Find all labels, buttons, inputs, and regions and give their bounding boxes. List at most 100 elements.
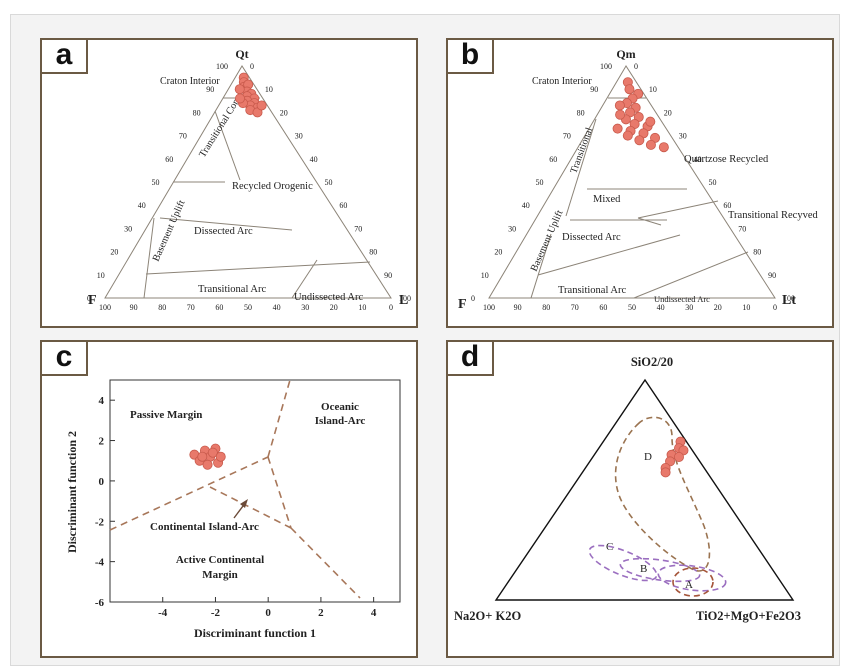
data-point [614, 100, 625, 111]
data-point [660, 467, 671, 478]
left-tick-label: 30 [508, 224, 516, 233]
panel-label-b: b [448, 40, 494, 74]
region-mixed: Mixed [593, 194, 621, 205]
ternary-diagram-d: SiO2/20 Na2O+ K2O TiO2+MgO+Fe2O3 C B A D [454, 355, 801, 623]
region-transitional-arc: Transitional Arc [558, 285, 626, 296]
region-quartzose-recycled: Quartzose Recycled [684, 154, 769, 165]
data-point [197, 451, 208, 462]
left-tick-label: 40 [522, 201, 530, 210]
arrow-icon [233, 499, 248, 519]
right-tick-label: 20 [280, 108, 288, 117]
data-point [624, 84, 635, 95]
left-tick-label: 50 [536, 178, 544, 187]
y-tick-label: -6 [95, 597, 105, 609]
region-passive-margin: Passive Margin [130, 409, 202, 421]
data-point [634, 135, 645, 146]
apex-qm: Qm [616, 47, 635, 61]
panel-b: Qm F Lt Craton Interior Transitional Bas… [446, 38, 834, 328]
bottom-tick-label: 20 [330, 303, 338, 312]
region-basement-uplift: Basement Uplift [151, 198, 188, 263]
data-point [234, 84, 245, 95]
bottom-tick-label: 10 [358, 303, 366, 312]
bottom-tick-label: 90 [130, 303, 138, 312]
data-points-c [189, 443, 226, 470]
bottom-tick-label: 40 [657, 303, 665, 312]
data-point [612, 123, 623, 134]
right-tick-label: 70 [738, 224, 746, 233]
bottom-tick-label: 20 [714, 303, 722, 312]
panel-c: Passive Margin Oceanic Island-Arc Contin… [40, 340, 418, 658]
bottom-tick-label: 50 [628, 303, 636, 312]
left-tick-label: 20 [494, 248, 502, 257]
region-craton-interior: Craton Interior [532, 76, 592, 87]
region-transitional-arc: Transitional Arc [198, 284, 266, 295]
region-transitional-recycled: Transitional Recyved [728, 210, 818, 221]
right-tick-label: 10 [649, 85, 657, 94]
apex-lt: Lt [782, 293, 796, 308]
bottom-tick-label: 40 [273, 303, 281, 312]
y-tick-label: -2 [95, 516, 105, 528]
right-tick-label: 100 [783, 294, 795, 303]
apex-l: L [399, 293, 408, 308]
region-recycled-orogenic: Recycled Orogenic [232, 181, 313, 192]
x-axis-label: Discriminant function 1 [194, 626, 316, 640]
field-label-d: D [644, 451, 652, 463]
left-tick-label: 0 [87, 294, 91, 303]
x-tick-label: -4 [158, 607, 168, 619]
ternary-diagram-a: Qt F L Craton Interior Transitional Cont… [87, 47, 411, 312]
bottom-tick-label: 60 [599, 303, 607, 312]
region-undissected-arc: Undissected Arc [654, 294, 710, 304]
left-tick-label: 90 [590, 85, 598, 94]
bottom-tick-label: 70 [571, 303, 579, 312]
apex-f: F [458, 297, 467, 312]
data-point [207, 447, 218, 458]
bottom-tick-label: 30 [685, 303, 693, 312]
panel-a: Qt F L Craton Interior Transitional Cont… [40, 38, 418, 328]
data-point [658, 142, 669, 153]
region-continental-island-arc: Continental Island-Arc [150, 521, 259, 533]
y-axis-label: Discriminant function 2 [65, 431, 79, 553]
tick-labels-c: -4 -2 0 2 4 4 2 0 -2 -4 -6 [95, 395, 377, 619]
right-tick-label: 100 [399, 294, 411, 303]
right-tick-label: 0 [250, 62, 254, 71]
field-boundaries [109, 379, 361, 599]
discriminant-plot: Passive Margin Oceanic Island-Arc Contin… [65, 379, 401, 640]
field-outlines [588, 416, 727, 597]
region-transitional: Transitional [568, 126, 595, 175]
left-tick-label: 10 [481, 271, 489, 280]
panel-label-c: c [42, 342, 88, 376]
data-points-a [234, 72, 267, 118]
bottom-tick-label: 100 [99, 303, 111, 312]
right-tick-label: 70 [354, 224, 362, 233]
left-tick-label: 100 [600, 62, 612, 71]
right-tick-label: 40 [694, 155, 702, 164]
right-tick-label: 20 [664, 108, 672, 117]
field-label-b: B [640, 563, 647, 575]
bottom-tick-label: 0 [773, 303, 777, 312]
bottom-tick-label: 70 [187, 303, 195, 312]
x-tick-label: 2 [318, 607, 324, 619]
left-tick-label: 80 [577, 108, 585, 117]
y-tick-label: 2 [99, 436, 105, 448]
apex-f: F [88, 293, 97, 308]
bottom-tick-label: 30 [301, 303, 309, 312]
y-tick-label: -4 [95, 557, 105, 569]
x-tick-label: 4 [371, 607, 377, 619]
left-tick-label: 30 [124, 224, 132, 233]
bottom-tick-label: 100 [483, 303, 495, 312]
left-tick-label: 50 [152, 178, 160, 187]
region-active-continental: Active Continental [176, 554, 264, 566]
field-label-c: C [606, 541, 613, 553]
data-point [202, 459, 213, 470]
region-dissected-arc: Dissected Arc [562, 232, 621, 243]
apex-na2o-k2o: Na2O+ K2O [454, 609, 521, 623]
right-tick-label: 40 [310, 155, 318, 164]
region-oceanic: Oceanic [321, 401, 359, 413]
x-tick-label: 0 [265, 607, 271, 619]
region-basement-uplift: Basement Uplift [529, 208, 566, 273]
left-tick-label: 40 [138, 201, 146, 210]
right-tick-label: 30 [679, 132, 687, 141]
ternary-diagram-b: Qm F Lt Craton Interior Transitional Bas… [458, 47, 818, 312]
data-point [215, 451, 226, 462]
